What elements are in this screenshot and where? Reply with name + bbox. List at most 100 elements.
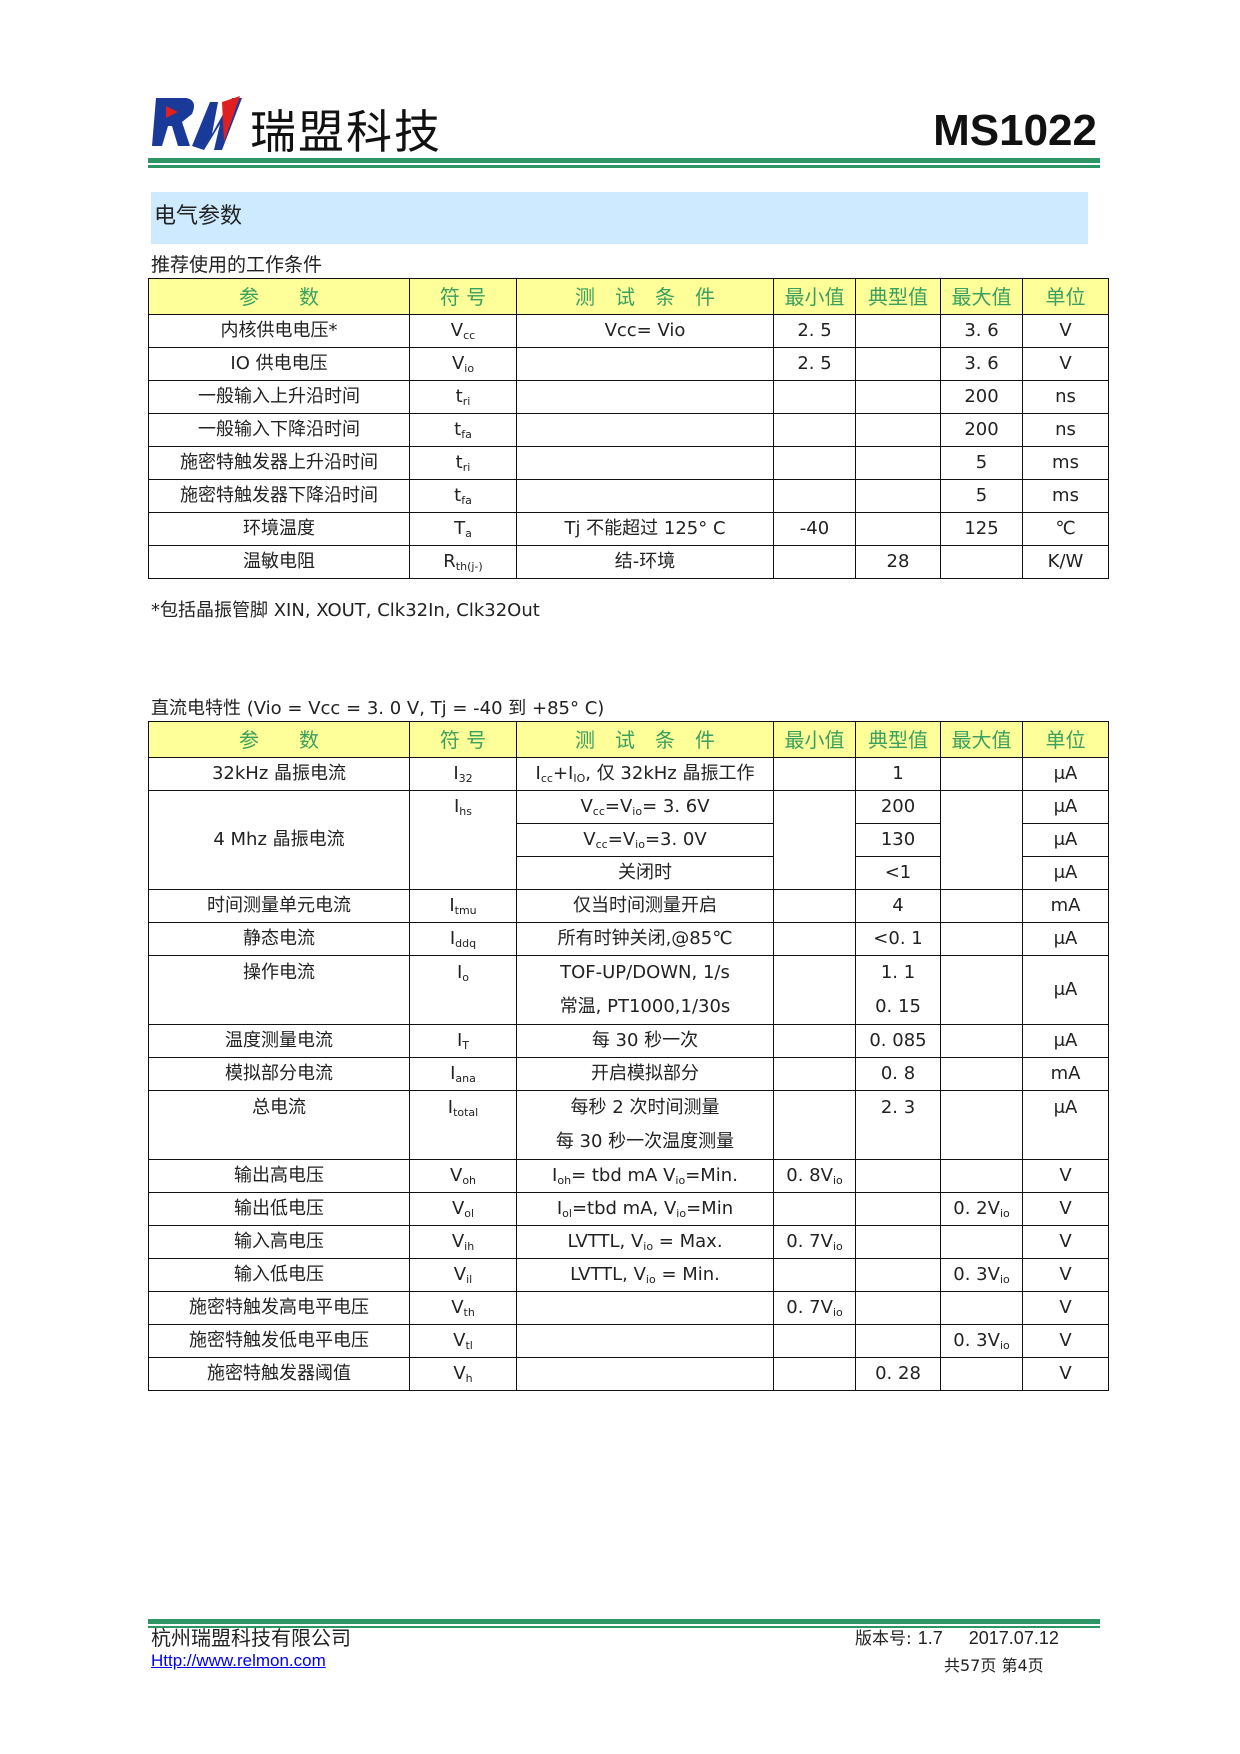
table-row: 环境温度 Ta Tj 不能超过 125° C -40 125 ℃: [148, 512, 1109, 546]
model-number: MS1022: [933, 106, 1097, 155]
condition-cell: [516, 1357, 774, 1391]
param-cell: 静态电流: [148, 922, 410, 956]
text-segment: LVTTL, V: [570, 1264, 646, 1285]
min-cell: [773, 1357, 856, 1391]
condition-cell: 每 30 秒一次: [516, 1024, 774, 1058]
symbol-cell: tfa: [409, 413, 517, 447]
min-cell: [773, 479, 856, 513]
text-segment: 0. 8V: [786, 1165, 833, 1186]
text-segment: =3. 0V: [644, 829, 707, 850]
text-segment: I: [535, 763, 541, 784]
subscript-text: cc: [592, 805, 605, 818]
min-cell: 0. 8Vio: [773, 1159, 856, 1193]
max-cell: 200: [940, 380, 1023, 414]
text-segment: =V: [607, 829, 636, 850]
typ-cell: 200: [855, 790, 941, 824]
table-row: 施密特触发器下降沿时间 tfa 5 ms: [148, 479, 1109, 513]
typ-cell: [855, 413, 941, 447]
header-condition: 测 试 条 件: [516, 278, 774, 315]
typ-cell: 1: [855, 757, 941, 791]
text-segment: 仅当时间测量开启: [573, 895, 717, 916]
text-segment: V: [451, 1231, 465, 1252]
max-cell: 0. 3Vio: [940, 1324, 1023, 1358]
unit-cell: V: [1022, 1357, 1109, 1391]
condition-cell: [516, 446, 774, 480]
param-cell: 施密特触发低电平电压: [148, 1324, 410, 1358]
text-segment: I: [556, 1198, 563, 1219]
subscript-text: ri: [462, 395, 471, 408]
max-cell: 5: [940, 446, 1023, 480]
min-cell: [773, 413, 856, 447]
dc-characteristics-table: 参 数 符 号 测 试 条 件 最小值 典型值 最大值 单位 32kHz 晶振电…: [148, 721, 1109, 1391]
typ-cell: 4: [855, 889, 941, 923]
table-row: 4 Mhz 晶振电流 Ihs Vcc=Vio= 3. 6V 200 μA: [148, 790, 1109, 890]
max-cell: [940, 1024, 1023, 1058]
condition-cell: [516, 479, 774, 513]
min-cell: [773, 1258, 856, 1292]
page-counter: 共57页 第4页: [944, 1656, 1044, 1675]
footer-company: 杭州瑞盟科技有限公司: [151, 1626, 351, 1650]
symbol-cell: Voh: [409, 1159, 517, 1193]
text-segment: I: [447, 1097, 454, 1118]
param-cell: 温度测量电流: [148, 1024, 410, 1058]
header-condition: 测 试 条 件: [516, 721, 774, 758]
max-cell: 3. 6: [940, 347, 1023, 381]
website-link[interactable]: Http://www.relmon.com: [151, 1651, 326, 1670]
text-segment: V: [580, 796, 593, 817]
typ-line: 0. 15: [875, 996, 921, 1017]
condition-cell: [516, 1291, 774, 1325]
max-cell: [940, 1159, 1023, 1193]
param-cell: 总电流: [148, 1090, 410, 1160]
subscript-text: io: [999, 1207, 1010, 1220]
param-cell: 模拟部分电流: [148, 1057, 410, 1091]
max-cell: 0. 3Vio: [940, 1258, 1023, 1292]
text-segment: V: [453, 1264, 467, 1285]
max-cell: [940, 790, 1023, 890]
typ-cell: 130: [855, 823, 941, 857]
header-symbol: 符 号: [409, 721, 517, 758]
subscript-text: IO: [573, 772, 586, 785]
text-segment: V: [453, 1363, 466, 1384]
text-segment: t: [454, 419, 462, 440]
subscript-text: oh: [557, 1174, 572, 1187]
subscript-text: io: [999, 1339, 1010, 1352]
header-typ: 典型值: [855, 278, 941, 315]
symbol-cell: Ihs: [409, 790, 517, 890]
param-cell: 施密特触发器阈值: [148, 1357, 410, 1391]
unit-cell: μA: [1022, 955, 1109, 1025]
typ-cell: 28: [855, 545, 941, 579]
min-cell: 0. 7Vio: [773, 1225, 856, 1259]
condition-cell: [516, 380, 774, 414]
unit-cell: V: [1022, 1291, 1109, 1325]
symbol-cell: Vil: [409, 1258, 517, 1292]
symbol-cell: tri: [409, 446, 517, 480]
subscript-text: io: [635, 838, 645, 851]
param-cell: 32kHz 晶振电流: [148, 757, 410, 791]
subscript-text: cc: [540, 772, 553, 785]
text-segment: =Min.: [685, 1165, 738, 1186]
unit-cell: V: [1022, 1159, 1109, 1193]
typ-cell: [855, 479, 941, 513]
condition-line: 每秒 2 次时间测量: [570, 1097, 720, 1118]
subscript-text: io: [464, 362, 475, 375]
unit-cell: μA: [1022, 823, 1109, 857]
max-cell: [940, 889, 1023, 923]
text-segment: 0. 7V: [786, 1297, 833, 1318]
typ-cell: [855, 1324, 941, 1358]
subscript-text: tl: [465, 1339, 473, 1352]
min-cell: [773, 1090, 856, 1160]
subscript-text: io: [999, 1273, 1010, 1286]
subscript-text: io: [676, 1207, 687, 1220]
subscript-text: oh: [462, 1174, 477, 1187]
min-cell: [773, 1192, 856, 1226]
condition-cell: Vcc=Vio= 3. 6V: [516, 790, 774, 824]
header-max: 最大值: [940, 721, 1023, 758]
table-row: 输出低电压 Vol Iol=tbd mA, Vio=Min 0. 2Vio V: [148, 1192, 1109, 1226]
subscript-text: il: [466, 1273, 473, 1286]
unit-cell: μA: [1022, 790, 1109, 824]
header-unit: 单位: [1022, 278, 1109, 315]
condition-cell: Iol=tbd mA, Vio=Min: [516, 1192, 774, 1226]
typ-cell: 0. 28: [855, 1357, 941, 1391]
subscript-text: io: [832, 1174, 843, 1187]
symbol-cell: Vih: [409, 1225, 517, 1259]
